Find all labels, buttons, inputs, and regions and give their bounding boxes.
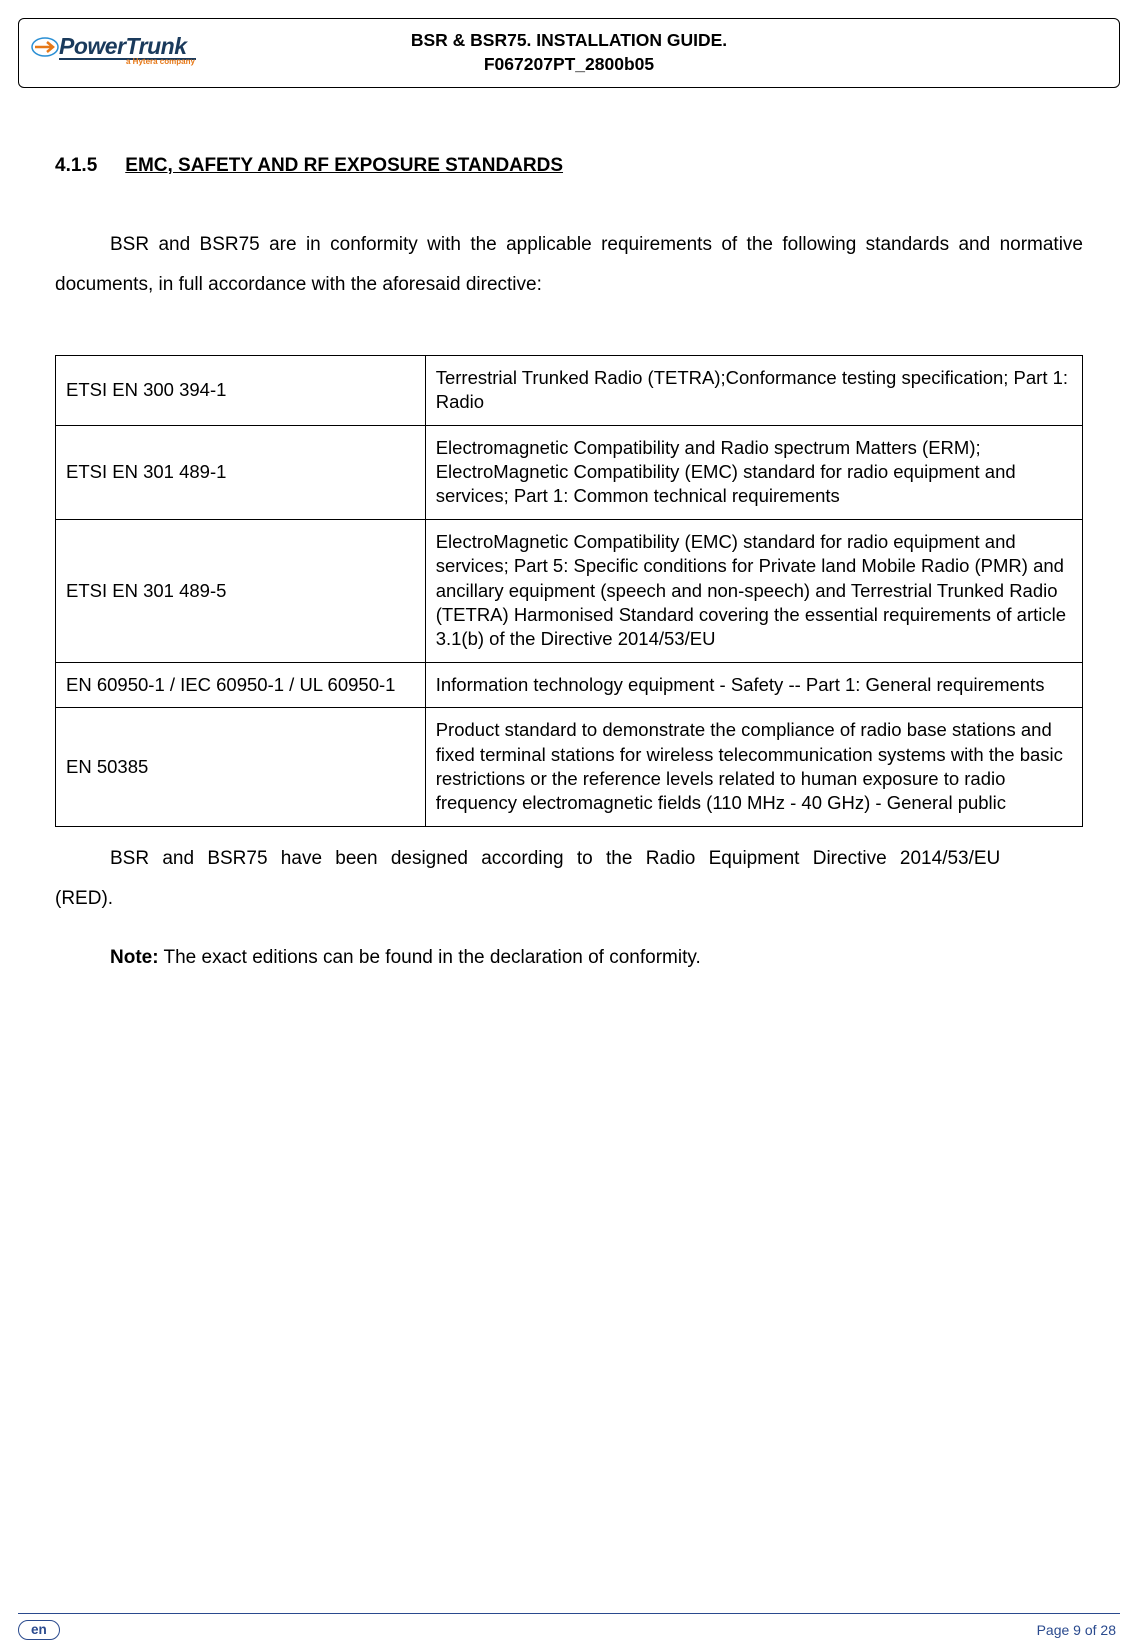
description-cell: Electromagnetic Compatibility and Radio … xyxy=(425,425,1082,519)
document-content: 4.1.5 EMC, SAFETY AND RF EXPOSURE STANDAR… xyxy=(55,155,1083,973)
intro-paragraph: BSR and BSR75 are in conformity with the… xyxy=(55,225,1083,305)
section-title: EMC, SAFETY AND RF EXPOSURE STANDARDS xyxy=(125,155,563,176)
description-cell: Terrestrial Trunked Radio (TETRA);Confor… xyxy=(425,355,1082,425)
logo-arrow-icon xyxy=(31,37,61,57)
standards-table: ETSI EN 300 394-1 Terrestrial Trunked Ra… xyxy=(55,355,1083,827)
table-row: ETSI EN 301 489-1 Electromagnetic Compat… xyxy=(56,425,1083,519)
after-table-paragraph: BSR and BSR75 have been designed accordi… xyxy=(55,839,1083,919)
document-header: PowerTrunk a Hytera company BSR & BSR75.… xyxy=(18,18,1120,88)
table-row: ETSI EN 300 394-1 Terrestrial Trunked Ra… xyxy=(56,355,1083,425)
section-heading: 4.1.5 EMC, SAFETY AND RF EXPOSURE STANDAR… xyxy=(55,155,1083,177)
logo-main-text: PowerTrunk xyxy=(59,33,187,60)
description-cell: ElectroMagnetic Compatibility (EMC) stan… xyxy=(425,519,1082,662)
standard-cell: ETSI EN 300 394-1 xyxy=(56,355,426,425)
logo-container: PowerTrunk a Hytera company xyxy=(19,31,199,75)
language-badge: en xyxy=(18,1620,60,1640)
logo-sub-text: a Hytera company xyxy=(126,57,195,66)
standard-cell: ETSI EN 301 489-1 xyxy=(56,425,426,519)
powertrunk-logo: PowerTrunk a Hytera company xyxy=(31,31,196,75)
header-title-line1: BSR & BSR75. INSTALLATION GUIDE. xyxy=(411,30,727,50)
header-title: BSR & BSR75. INSTALLATION GUIDE. F067207… xyxy=(199,29,1119,76)
standard-cell: EN 60950-1 / IEC 60950-1 / UL 60950-1 xyxy=(56,662,426,707)
standard-cell: ETSI EN 301 489-5 xyxy=(56,519,426,662)
standard-cell: EN 50385 xyxy=(56,708,426,827)
description-cell: Information technology equipment - Safet… xyxy=(425,662,1082,707)
table-row: EN 60950-1 / IEC 60950-1 / UL 60950-1 In… xyxy=(56,662,1083,707)
after-table-line1: BSR and BSR75 have been designed accordi… xyxy=(55,839,1083,879)
description-cell: Product standard to demonstrate the comp… xyxy=(425,708,1082,827)
after-table-line2: (RED). xyxy=(55,888,113,909)
note-text: The exact editions can be found in the d… xyxy=(159,947,701,968)
table-row: ETSI EN 301 489-5 ElectroMagnetic Compat… xyxy=(56,519,1083,662)
note-label: Note: xyxy=(110,947,159,968)
document-footer: en Page 9 of 28 xyxy=(18,1613,1120,1640)
header-title-line2: F067207PT_2800b05 xyxy=(484,54,654,74)
table-row: EN 50385 Product standard to demonstrate… xyxy=(56,708,1083,827)
page-number: Page 9 of 28 xyxy=(1037,1622,1120,1638)
note-paragraph: Note: The exact editions can be found in… xyxy=(55,943,1083,973)
section-number: 4.1.5 xyxy=(55,155,97,177)
